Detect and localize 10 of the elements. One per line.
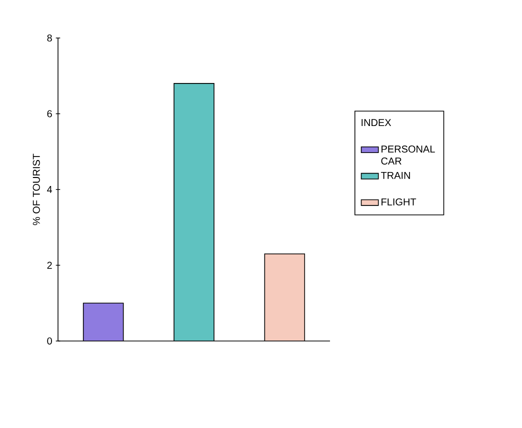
- legend-label: TRAIN: [380, 172, 410, 179]
- y-tick-label: 2: [47, 262, 52, 269]
- y-tick-label: 4: [47, 186, 52, 193]
- y-tick-label: 0: [47, 337, 52, 345]
- y-tick-label: 6: [47, 110, 52, 118]
- legend-label: PERSONAL CAR: [381, 146, 435, 165]
- y-tick-label: 8: [47, 34, 52, 42]
- legend-label: FLIGHT: [382, 198, 416, 206]
- legend-title: INDEX: [362, 119, 392, 126]
- y-axis-title: % OF TOURIST: [32, 154, 40, 226]
